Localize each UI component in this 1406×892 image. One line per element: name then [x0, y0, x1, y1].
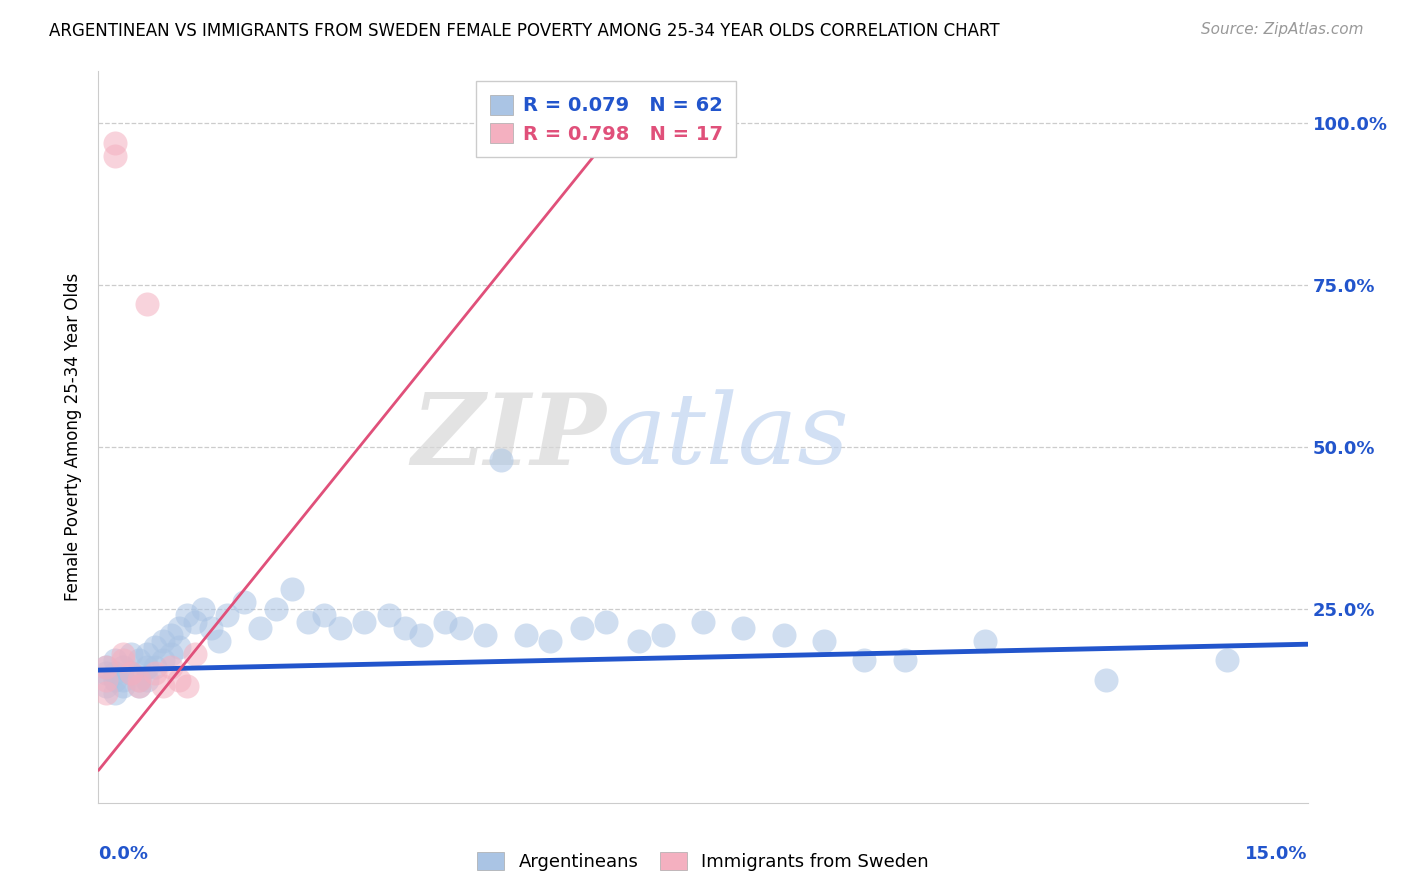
Point [111, 679, 134, 693]
Text: 15.0%: 15.0% [1246, 845, 1308, 863]
Point [135, 660, 157, 674]
Point [128, 673, 150, 687]
Point [111, 673, 134, 687]
Point [184, 647, 207, 661]
Point [813, 634, 835, 648]
Point [474, 627, 496, 641]
Point [450, 621, 472, 635]
Point [128, 673, 150, 687]
Point [772, 627, 794, 641]
Point [167, 640, 190, 655]
Point [651, 627, 673, 641]
Point [515, 627, 537, 641]
Point [120, 666, 142, 681]
Text: Source: ZipAtlas.com: Source: ZipAtlas.com [1201, 22, 1364, 37]
Point [152, 653, 174, 667]
Point [152, 679, 174, 693]
Point [176, 679, 198, 693]
Point [135, 673, 157, 687]
Text: atlas: atlas [606, 390, 849, 484]
Point [103, 653, 125, 667]
Point [692, 615, 714, 629]
Point [96, 679, 118, 693]
Point [103, 136, 125, 150]
Point [143, 666, 166, 681]
Point [627, 634, 650, 648]
Point [353, 615, 375, 629]
Point [96, 673, 118, 687]
Point [409, 627, 432, 641]
Text: ARGENTINEAN VS IMMIGRANTS FROM SWEDEN FEMALE POVERTY AMONG 25-34 YEAR OLDS CORRE: ARGENTINEAN VS IMMIGRANTS FROM SWEDEN FE… [49, 22, 1000, 40]
Point [135, 297, 157, 311]
Point [232, 595, 254, 609]
Legend: Argentineans, Immigrants from Sweden: Argentineans, Immigrants from Sweden [470, 845, 936, 879]
Point [143, 640, 166, 655]
Point [128, 653, 150, 667]
Point [160, 647, 183, 661]
Point [96, 660, 118, 674]
Point [1216, 653, 1239, 667]
Point [160, 660, 183, 674]
Point [208, 634, 231, 648]
Point [128, 679, 150, 693]
Point [96, 686, 118, 700]
Point [297, 615, 319, 629]
Text: 0.0%: 0.0% [98, 845, 149, 863]
Point [160, 627, 183, 641]
Point [135, 647, 157, 661]
Point [96, 666, 118, 681]
Point [120, 666, 142, 681]
Point [103, 666, 125, 681]
Point [152, 634, 174, 648]
Point [103, 673, 125, 687]
Point [394, 621, 416, 635]
Point [167, 621, 190, 635]
Legend: R = 0.079   N = 62, R = 0.798   N = 17: R = 0.079 N = 62, R = 0.798 N = 17 [477, 81, 737, 157]
Point [184, 615, 207, 629]
Y-axis label: Female Poverty Among 25-34 Year Olds: Female Poverty Among 25-34 Year Olds [65, 273, 83, 601]
Point [853, 653, 876, 667]
Point [111, 660, 134, 674]
Point [314, 608, 336, 623]
Point [120, 647, 142, 661]
Point [128, 679, 150, 693]
Point [893, 653, 915, 667]
Point [595, 615, 617, 629]
Point [281, 582, 304, 597]
Point [176, 608, 198, 623]
Point [200, 621, 222, 635]
Point [733, 621, 755, 635]
Point [571, 621, 593, 635]
Point [974, 634, 997, 648]
Point [143, 660, 166, 674]
Point [103, 148, 125, 162]
Point [111, 653, 134, 667]
Point [96, 660, 118, 674]
Point [1095, 673, 1118, 687]
Text: ZIP: ZIP [412, 389, 606, 485]
Point [167, 673, 190, 687]
Point [217, 608, 239, 623]
Point [111, 647, 134, 661]
Point [434, 615, 457, 629]
Point [264, 601, 287, 615]
Point [491, 452, 513, 467]
Point [193, 601, 215, 615]
Point [103, 686, 125, 700]
Point [538, 634, 561, 648]
Point [249, 621, 271, 635]
Point [329, 621, 352, 635]
Point [377, 608, 399, 623]
